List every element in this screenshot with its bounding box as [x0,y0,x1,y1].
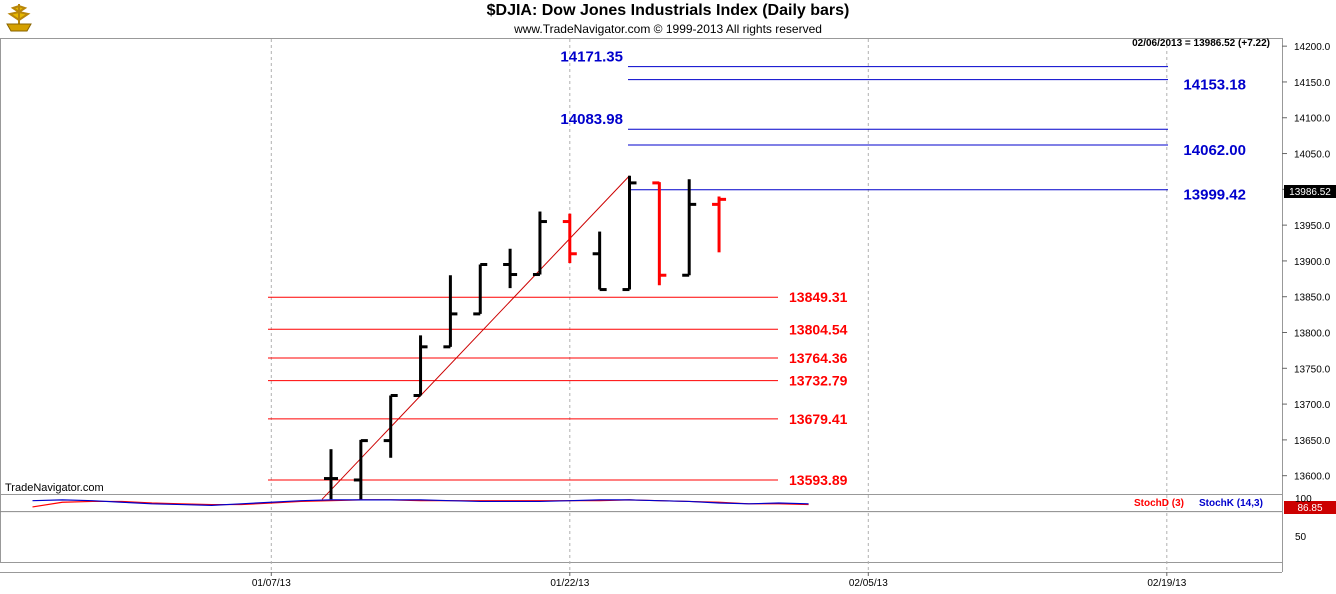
stochastic-lines [0,499,1282,513]
red-level-label: 13804.54 [789,321,848,337]
price-tick-label: 13650.0 [1294,436,1331,447]
watermark: TradeNavigator.com [5,482,104,494]
red-level-label: 13849.31 [789,289,848,305]
copyright-text: www.TradeNavigator.com © 1999-2013 All r… [514,22,822,36]
ohlc-bar [682,179,697,277]
ohlc-bar [532,211,547,277]
stoch-value-label: 86.85 [1297,503,1322,514]
date-tick-label: 02/19/13 [1147,578,1186,589]
stoch-value-box: 86.85 [1284,501,1336,514]
date-tick-label: 01/22/13 [550,578,589,589]
price-tick-label: 13750.0 [1294,364,1331,375]
red-level-label: 13732.79 [789,373,848,389]
ohlc-bar [503,248,518,289]
price-tick-label: 14150.0 [1294,78,1331,89]
price-tick-label: 13850.0 [1294,293,1331,304]
blue-level-label: 14171.35 [560,49,623,66]
red-level-label: 13679.41 [789,411,848,427]
price-tick-label: 13700.0 [1294,400,1331,411]
price-tick-label: 13800.0 [1294,329,1331,340]
price-tick-label: 14100.0 [1294,114,1331,125]
chart-title: $DJIA: Dow Jones Industrials Index (Dail… [486,2,850,19]
price-tick-label: 13900.0 [1294,257,1331,268]
blue-level-label: 14062.00 [1183,142,1246,159]
date-tick-label: 02/05/13 [849,578,888,589]
ohlc-bar [473,263,488,316]
price-tick-label: 13600.0 [1294,472,1331,483]
ohlc-bar [592,231,607,292]
status-line: 02/06/2013 = 13986.52 (+7.22) [1132,38,1270,49]
ohlc-bar [443,275,458,349]
stoch-tick-50: 50 [1295,532,1307,543]
ohlc-bar [353,439,368,501]
ohlc-bar [383,394,398,458]
stochastic-pane [0,494,1283,563]
fib-levels: 14171.35 14153.18 14083.98 14062.00 13999.42… [268,49,1246,488]
ohlc-bar [413,335,428,398]
ohlc-bar [324,449,338,500]
red-level-label: 13593.89 [789,472,848,488]
ohlc-bar [712,196,727,253]
ohlc-bars [324,175,727,501]
blue-level-label: 13999.42 [1183,187,1246,204]
date-tick-label: 01/07/13 [252,578,291,589]
blue-level-label: 14153.18 [1183,77,1246,94]
price-tick-label: 14200.0 [1294,42,1331,53]
last-price-box: 13986.52 [1284,185,1336,198]
stoch-legend-k: StochK (14,3) [1199,498,1263,509]
date-axis: 01/07/13 01/22/13 02/05/13 02/19/13 [252,572,1187,589]
vertical-gridlines [270,39,1168,572]
ohlc-bar [622,175,637,292]
red-level-label: 13764.36 [789,350,848,366]
trade-navigator-ship-icon [4,2,34,34]
blue-level-label: 14083.98 [560,111,623,128]
price-pane [0,38,1283,495]
ohlc-bar [652,181,667,286]
last-price-label: 13986.52 [1289,187,1331,198]
trendline [321,175,630,500]
price-axis: 14200.014150.014100.014050.014000.013950… [1282,42,1331,483]
trendline-segment [321,175,630,500]
price-tick-label: 13950.0 [1294,221,1331,232]
chart-header: $DJIA: Dow Jones Industrials Index (Dail… [0,0,1336,38]
stoch-tick-100: 100 [1295,494,1312,505]
ohlc-bar [562,213,577,264]
stoch-k-line [32,499,809,506]
price-tick-label: 14050.0 [1294,150,1331,161]
stoch-legend-d: StochD (3) [1134,498,1184,509]
